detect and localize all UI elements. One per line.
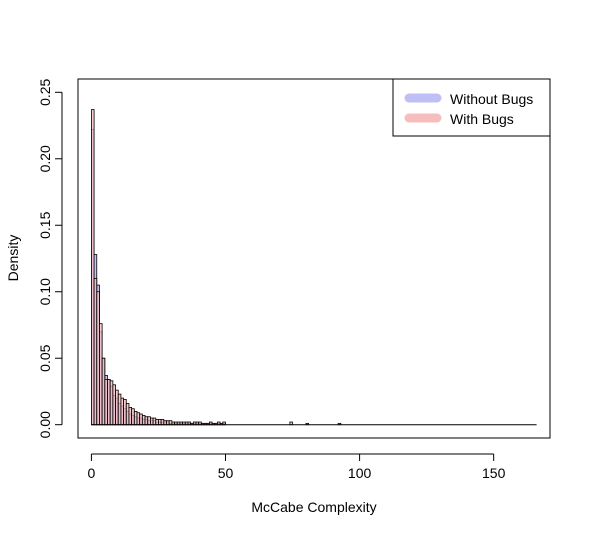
plot-area	[91, 109, 537, 426]
bar-with-bugs	[128, 407, 133, 426]
bar-with-bugs	[152, 417, 157, 426]
x-ticks: 0 50 100 150	[88, 454, 506, 481]
bar-with-bugs	[155, 418, 159, 426]
y-tick-label: 0.00	[37, 411, 53, 438]
y-tick-label: 0.25	[37, 78, 53, 105]
bar-with-bugs	[96, 291, 100, 426]
x-tick-label: 150	[482, 465, 506, 481]
bar-with-bugs	[93, 278, 98, 426]
x-axis: 0 50 100 150 McCabe Complexity	[88, 453, 506, 515]
y-tick-label: 0.20	[37, 145, 53, 172]
bar-with-bugs	[131, 408, 135, 426]
bar-with-bugs	[168, 420, 173, 426]
plot-frame	[77, 78, 551, 439]
bar-with-bugs	[133, 411, 138, 426]
bar-with-bugs	[99, 323, 103, 426]
x-tick-label: 50	[218, 465, 234, 481]
y-tick-label: 0.10	[37, 278, 53, 305]
y-tick-label: 0.05	[37, 344, 53, 371]
bar-with-bugs	[147, 416, 151, 426]
bar-with-bugs	[107, 379, 111, 426]
series-with-bugs	[91, 109, 342, 426]
bar-with-bugs	[125, 403, 130, 426]
bar-with-bugs	[109, 380, 114, 426]
bar-with-bugs	[136, 412, 141, 426]
y-tick-label: 0.15	[37, 211, 53, 238]
bar-with-bugs	[117, 393, 122, 426]
bar-with-bugs	[141, 414, 146, 426]
bar-with-bugs	[158, 418, 162, 426]
y-axis: 0.00 0.05 0.10 0.15 0.20 0.25 Density	[5, 78, 63, 438]
bar-with-bugs	[112, 384, 116, 426]
bar-with-bugs	[166, 420, 170, 426]
x-tick-label: 0	[88, 465, 96, 481]
bar-with-bugs	[104, 379, 108, 426]
bar-with-bugs	[120, 397, 124, 426]
legend-label-without-bugs: Without Bugs	[450, 91, 533, 107]
bar-with-bugs	[123, 399, 127, 426]
legend-label-with-bugs: With Bugs	[450, 111, 514, 127]
bar-with-bugs	[160, 418, 165, 426]
bar-with-bugs	[101, 357, 106, 426]
y-axis-label: Density	[5, 235, 21, 282]
bar-with-bugs	[150, 417, 154, 426]
bar-with-bugs	[144, 416, 149, 426]
bar-with-bugs	[115, 389, 119, 426]
x-axis-label: McCabe Complexity	[251, 499, 376, 515]
x-tick-label: 100	[348, 465, 372, 481]
y-ticks: 0.00 0.05 0.10 0.15 0.20 0.25	[37, 78, 62, 438]
bar-with-bugs	[163, 420, 167, 426]
bar-with-bugs	[91, 109, 95, 426]
legend-box	[392, 78, 551, 137]
legend: Without Bugs With Bugs	[392, 78, 551, 137]
bar-with-bugs	[139, 413, 143, 426]
